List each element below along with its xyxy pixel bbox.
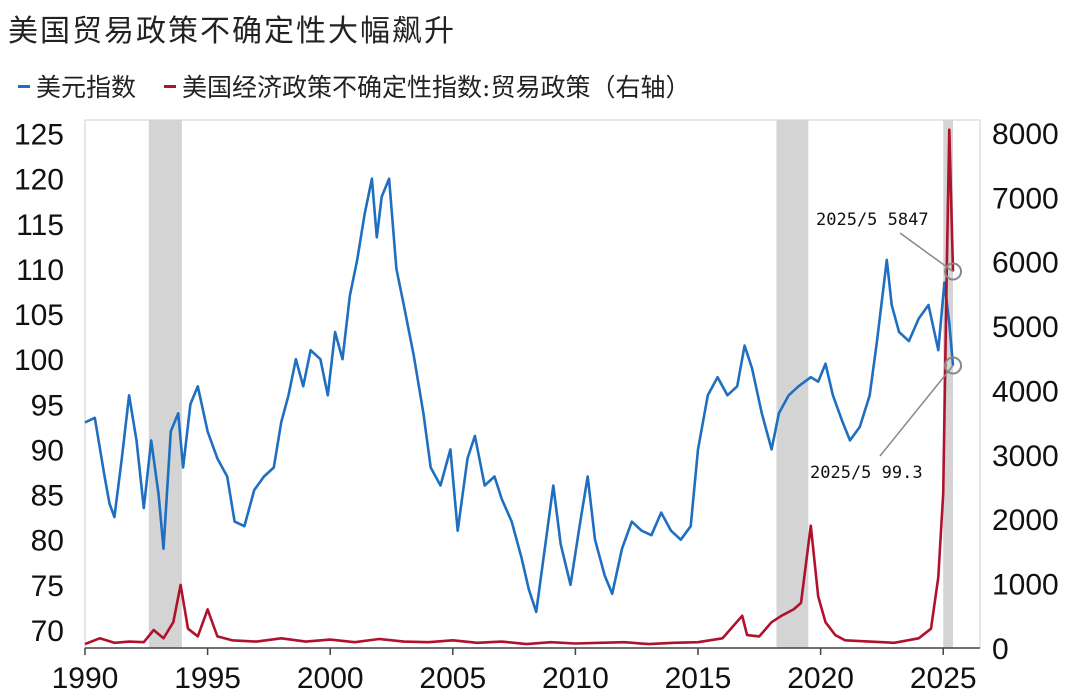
y-right-tick-label-6000: 6000 [992,247,1059,280]
y-left-tick-label-110: 110 [16,254,64,287]
annotation-marker-1 [944,356,963,375]
y-left-tick-label-125: 125 [14,119,64,152]
y-left-tick-label-90: 90 [31,434,64,467]
legend-swatch-blue [18,84,30,88]
annotation-label-1: 2025/5 99.3 [810,463,923,483]
annotation-label-0: 2025/5 5847 [816,210,929,230]
plot-frame [84,119,981,649]
shaded-band-0 [148,120,182,648]
legend-item-dollar-index: 美元指数 [18,68,136,104]
y-left-tick-label-80: 80 [31,525,64,558]
x-tick-label-1990: 1990 [52,662,119,695]
y-left-tick-label-120: 120 [14,164,64,197]
y-right-tick-label-5000: 5000 [992,311,1059,344]
annotation-leader-0 [899,232,954,273]
y-right-tick-label-8000: 8000 [992,118,1059,151]
y-right-tick-label-1000: 1000 [992,569,1059,602]
series-line-trade-uncertainty [84,128,955,646]
x-tick-label-2000: 2000 [297,662,364,695]
annotation-marker-0 [944,262,963,281]
annotation-leader-1 [879,365,954,457]
y-left-tick-label-75: 75 [31,570,64,603]
y-left-tick-label-85: 85 [31,480,64,513]
x-tick-label-2010: 2010 [542,662,609,695]
y-right-tick-label-3000: 3000 [992,440,1059,473]
y-right-tick-label-4000: 4000 [992,375,1059,408]
y-left-tick-label-95: 95 [31,389,64,422]
y-right-tick-label-2000: 2000 [992,504,1059,537]
legend-swatch-red [164,84,177,88]
x-tick-label-2020: 2020 [787,662,854,695]
y-left-tick-label-105: 105 [14,299,64,332]
y-left-tick-label-100: 100 [14,344,64,377]
y-left-tick-label-115: 115 [16,209,64,242]
shaded-band-2 [943,120,954,648]
legend: 美元指数 美国经济政策不确定性指数:贸易政策（右轴） [18,68,718,104]
y-right-tick-label-7000: 7000 [992,182,1059,215]
legend-label-trade-uncertainty: 美国经济政策不确定性指数:贸易政策（右轴） [182,73,691,102]
legend-item-trade-uncertainty: 美国经济政策不确定性指数:贸易政策（右轴） [164,68,690,104]
x-tick-label-2015: 2015 [665,662,732,695]
x-tick-label-2025: 2025 [910,662,977,695]
y-left-tick-label-70: 70 [31,615,64,648]
y-right-tick-label-0: 0 [992,633,1009,666]
x-tick-label-2005: 2005 [419,662,486,695]
x-tick-label-1995: 1995 [174,662,241,695]
chart-title: 美国贸易政策不确定性大幅飙升 [8,14,456,49]
series-line-dollar-index [84,177,955,614]
legend-label-dollar-index: 美元指数 [36,73,137,102]
